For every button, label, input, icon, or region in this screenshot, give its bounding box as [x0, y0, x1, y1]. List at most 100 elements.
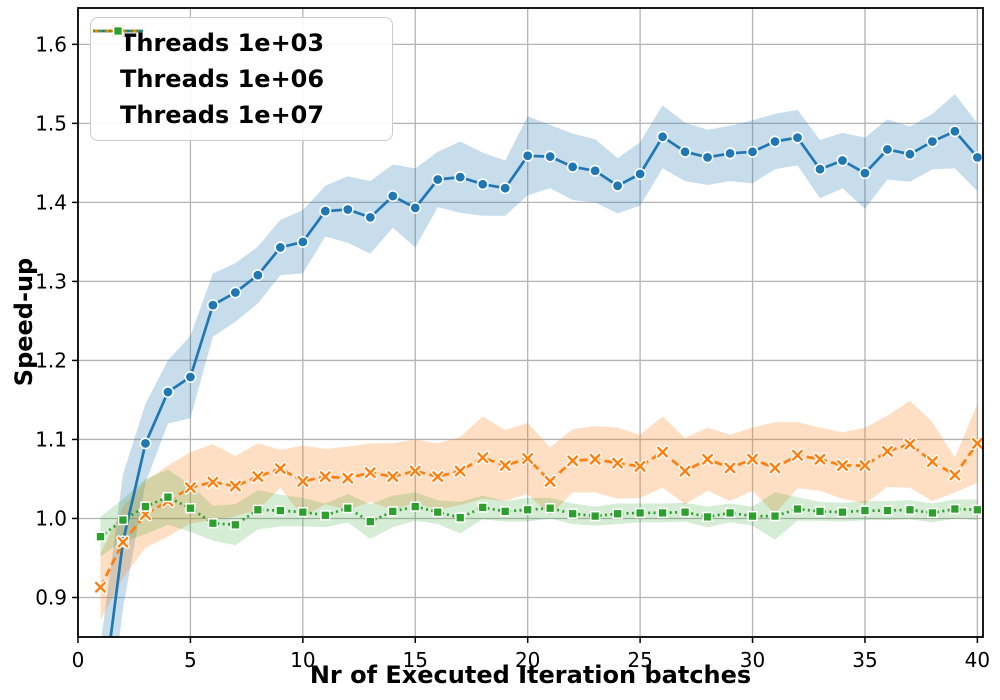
y-tick-label: 1.0	[35, 506, 67, 530]
legend: Threads 1e+03 Threads 1e+06 Threads 1e+07	[90, 17, 393, 141]
data-point-marker	[94, 581, 106, 593]
data-point-marker	[814, 506, 826, 517]
legend-item-1: Threads 1e+06	[93, 24, 378, 97]
data-point-marker	[634, 460, 646, 472]
data-point-marker	[387, 471, 399, 483]
data-point-marker	[500, 506, 511, 517]
data-point-marker	[927, 507, 938, 519]
y-tick-label: 1.2	[35, 348, 67, 372]
data-point-marker	[410, 501, 421, 512]
x-tick-label: 30	[740, 648, 765, 672]
data-point-marker	[791, 131, 804, 144]
y-tick-label: 1.6	[35, 32, 67, 56]
data-point-marker	[747, 510, 758, 522]
y-tick-label: 1.3	[35, 269, 67, 293]
x-tick-label: 20	[515, 648, 540, 672]
data-point-marker	[972, 504, 983, 515]
data-point-marker	[589, 164, 602, 177]
data-point-marker	[206, 299, 219, 312]
data-point-marker	[185, 503, 196, 514]
data-point-marker	[545, 503, 556, 514]
data-point-marker	[320, 510, 331, 521]
data-point-marker	[881, 445, 893, 457]
data-point-marker	[140, 501, 151, 512]
data-point-marker	[792, 503, 803, 515]
data-point-marker	[230, 519, 241, 530]
data-point-marker	[387, 506, 398, 517]
data-point-marker	[499, 182, 512, 195]
data-point-marker	[544, 150, 557, 163]
data-point-marker	[386, 190, 399, 203]
data-point-marker	[679, 506, 691, 518]
data-point-marker	[657, 507, 668, 519]
data-point-marker	[679, 465, 691, 477]
data-point-marker	[971, 151, 983, 164]
data-point-marker	[949, 503, 961, 515]
confidence-band-2	[100, 469, 978, 557]
x-tick-label: 0	[72, 648, 85, 672]
x-tick-label: 40	[965, 648, 990, 672]
data-point-marker	[724, 462, 736, 474]
data-point-marker	[882, 505, 893, 516]
x-tick-label: 15	[403, 648, 428, 672]
x-tick-label: 5	[184, 648, 197, 672]
data-point-marker	[522, 452, 534, 464]
data-point-marker	[656, 130, 669, 143]
data-point-marker	[112, 25, 124, 37]
data-point-marker	[949, 469, 961, 481]
legend-label: Threads 1e+07	[120, 101, 325, 129]
data-point-marker	[117, 514, 129, 526]
data-point-marker	[724, 507, 736, 519]
data-point-marker	[634, 167, 647, 180]
data-point-marker	[702, 453, 714, 465]
x-axis-label: Nr of Executed Iteration batches	[309, 661, 752, 689]
data-point-marker	[455, 512, 466, 523]
data-point-marker	[454, 465, 466, 477]
data-point-marker	[769, 135, 782, 148]
series-line-2	[99, 495, 978, 538]
data-point-marker	[611, 179, 624, 192]
data-point-marker	[566, 160, 579, 173]
data-point-marker	[477, 502, 488, 513]
data-point-marker	[162, 491, 174, 503]
data-point-marker	[95, 531, 106, 542]
data-point-marker	[702, 511, 713, 523]
data-point-marker	[297, 475, 309, 487]
data-point-marker	[229, 286, 242, 299]
data-point-marker	[274, 463, 286, 475]
data-point-marker	[612, 457, 624, 469]
data-point-marker	[746, 145, 759, 158]
legend-label: Threads 1e+03	[120, 29, 325, 57]
data-point-marker	[859, 460, 871, 472]
data-point-marker	[252, 471, 264, 483]
data-point-marker	[769, 510, 781, 522]
y-tick-label: 1.1	[35, 427, 67, 451]
data-point-marker	[229, 480, 241, 492]
data-point-marker	[184, 371, 197, 384]
data-point-marker	[432, 471, 444, 483]
data-point-marker	[903, 148, 916, 161]
data-point-marker	[521, 149, 534, 162]
data-point-marker	[139, 437, 152, 450]
legend-item-2: Threads 1e+07	[93, 25, 378, 133]
data-point-marker	[431, 173, 444, 186]
data-point-marker	[184, 482, 196, 494]
data-point-marker	[567, 508, 578, 519]
series-line-0	[109, 129, 979, 637]
data-point-marker	[769, 462, 781, 474]
data-point-marker	[499, 460, 511, 472]
data-point-marker	[207, 476, 219, 488]
data-point-marker	[251, 269, 264, 282]
data-point-marker	[881, 143, 894, 156]
x-tick-label: 10	[290, 648, 315, 672]
plot-data-layer	[93, 94, 983, 637]
x-tick-label: 35	[852, 648, 877, 672]
data-point-marker	[161, 386, 174, 399]
data-point-marker	[522, 504, 533, 515]
data-point-marker	[836, 154, 849, 167]
data-point-marker	[476, 178, 489, 191]
data-point-marker	[948, 125, 961, 138]
data-point-marker	[701, 151, 714, 164]
